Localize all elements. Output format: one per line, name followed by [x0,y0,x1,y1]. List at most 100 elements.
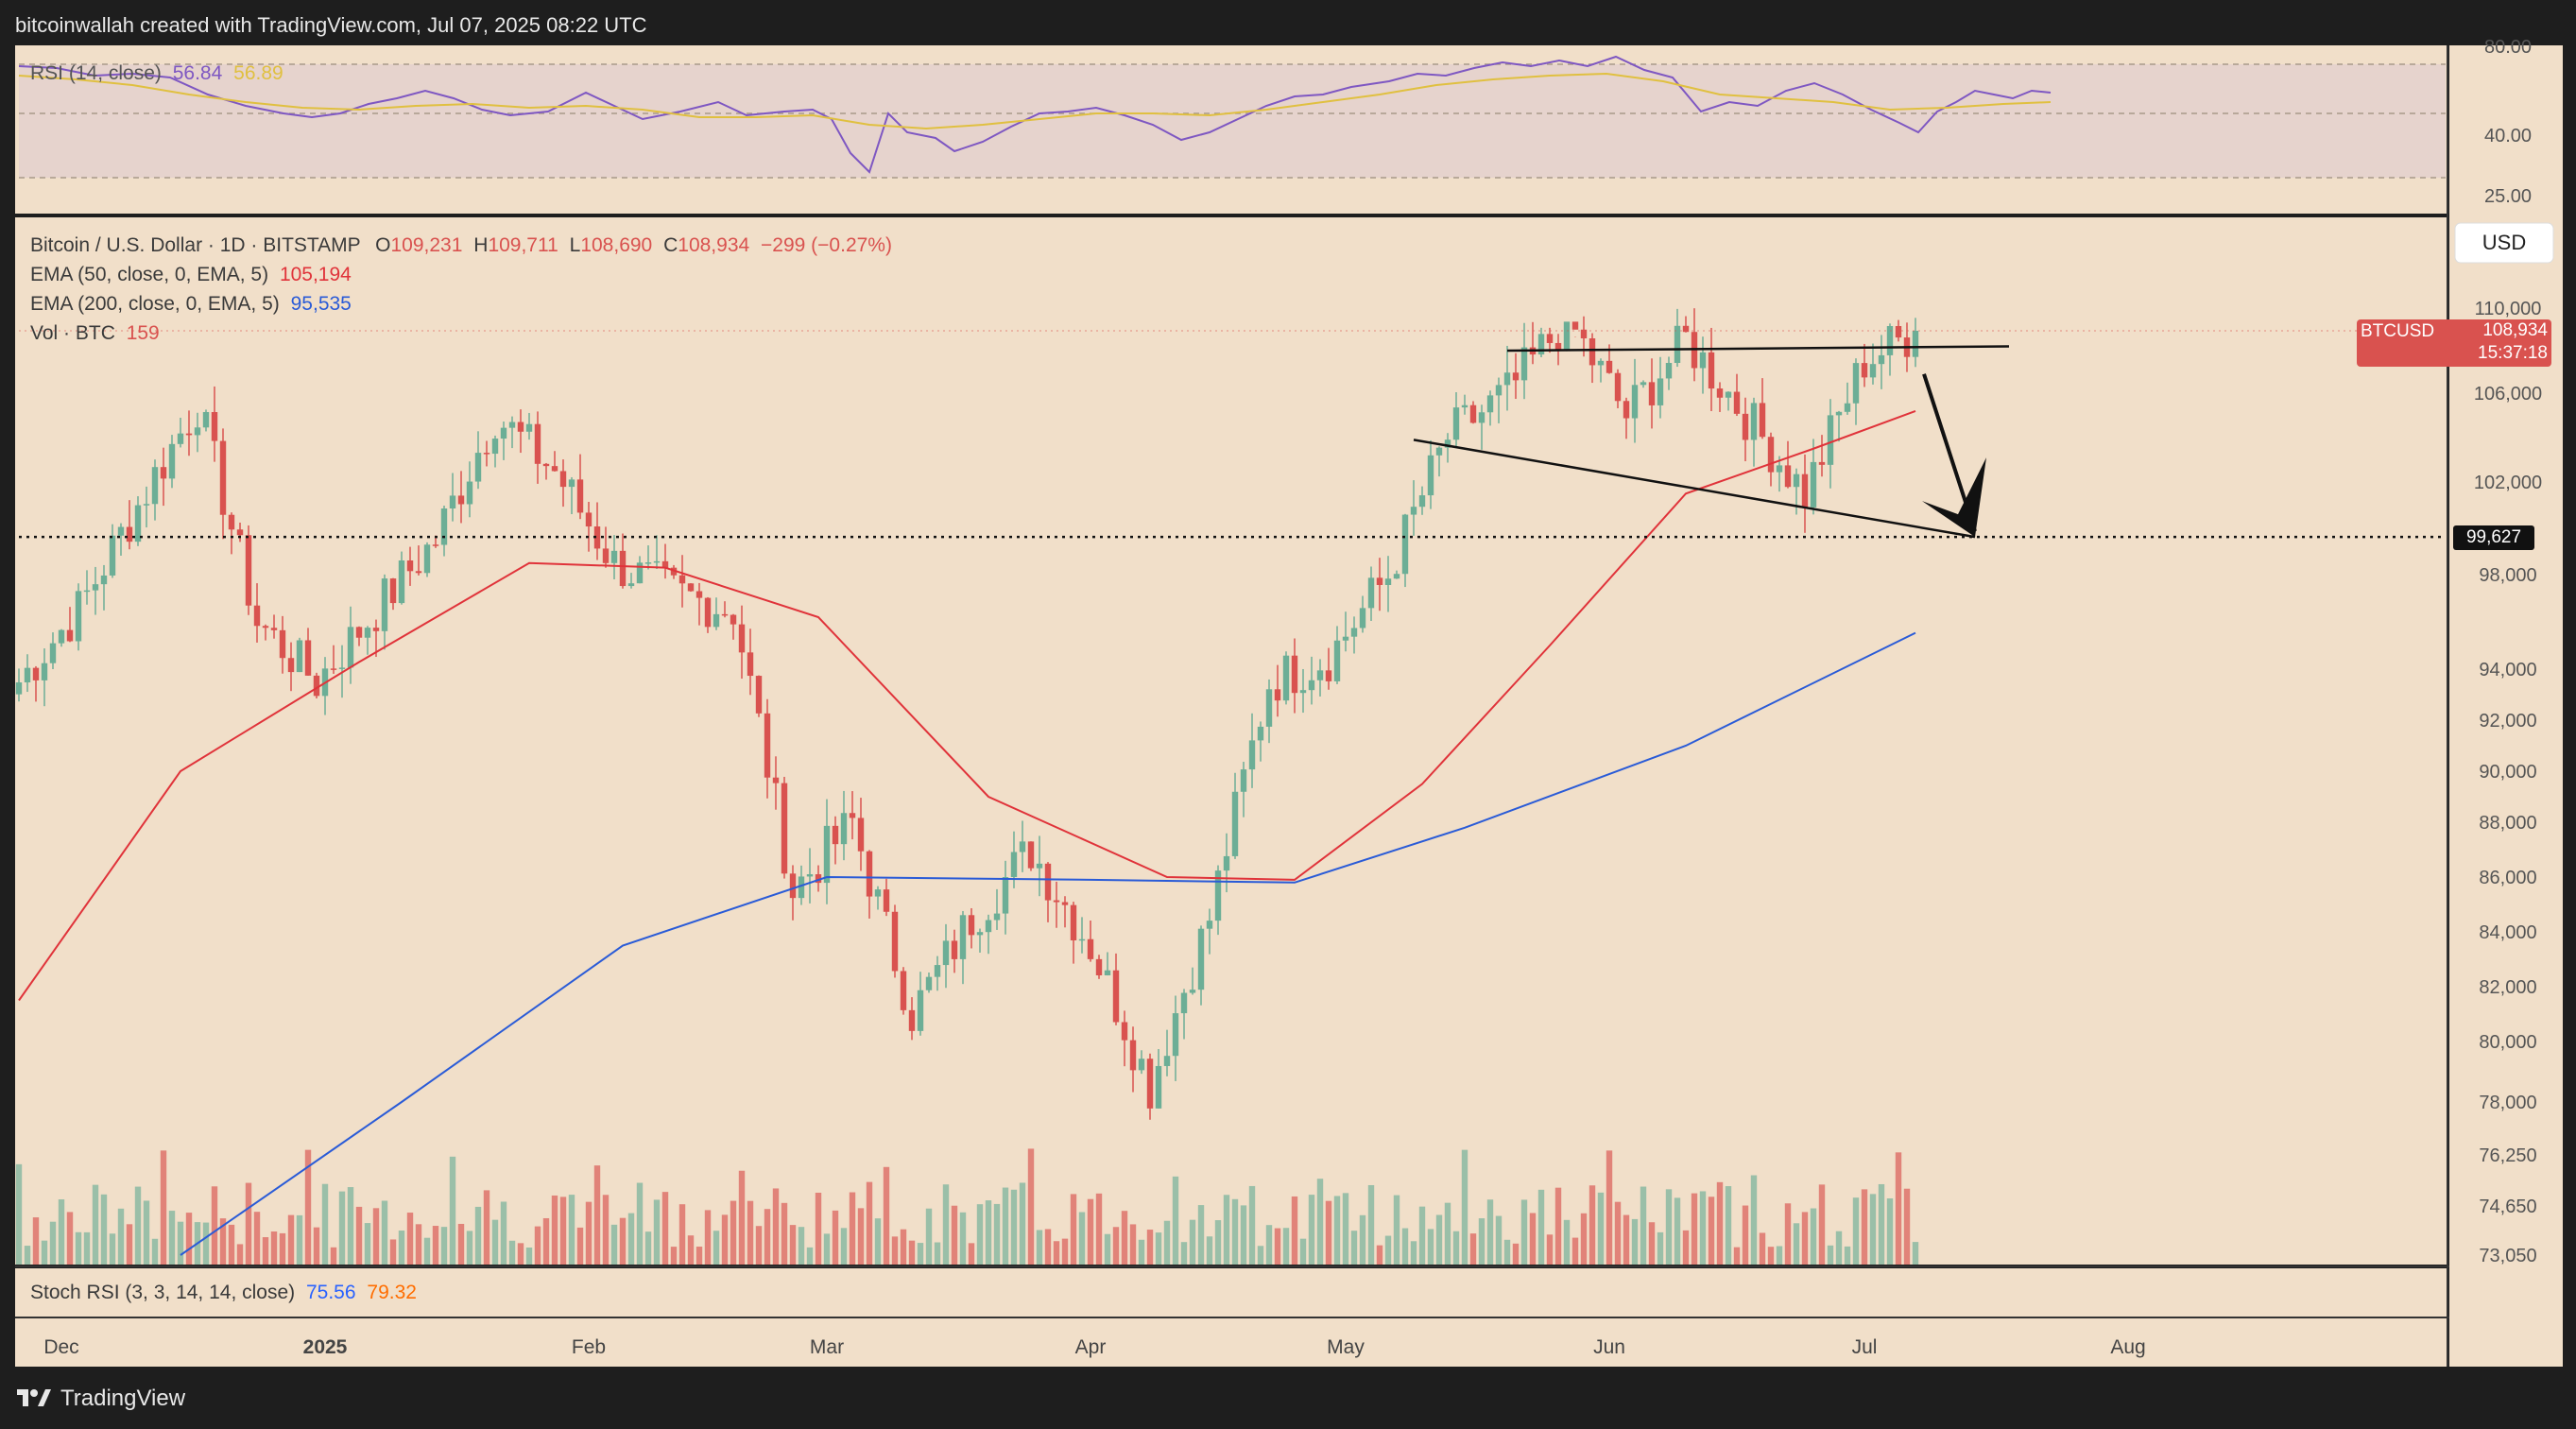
volume-bar [1886,1198,1894,1265]
tradingview-brand: TradingView [15,1386,185,1412]
candle-body [1435,447,1443,456]
volume-bar [168,1211,176,1265]
volume-bar [934,1242,941,1265]
candle-body [772,777,780,783]
candle-body [1350,628,1358,637]
candle-body [75,591,82,642]
rsi-label: RSI (14, close) [30,62,162,84]
volume-bar [287,1214,295,1265]
candle-body [1274,689,1281,701]
candle-body [713,613,720,628]
price-tick-label: 106,000 [2474,384,2542,405]
volume-bar [1316,1179,1324,1265]
volume-bar [500,1201,507,1265]
volume-bar [66,1212,74,1265]
time-axis-labels: Dec 2025 Feb Mar Apr May Jun Jul Aug [43,1336,2145,1358]
candle-body [160,467,167,479]
volume-bar [1776,1246,1783,1265]
candle-body [1827,415,1834,465]
volume-bar [185,1213,193,1265]
candle-body [279,629,286,659]
candle-body [270,628,278,630]
candle-body [1657,378,1664,405]
volume-bar [1087,1198,1094,1265]
volume-bar [585,1201,592,1265]
candle-body [908,1009,916,1031]
candle-body [1793,473,1800,488]
candle-body [1708,352,1715,389]
candle-body [534,423,541,464]
volume-bar [1486,1199,1494,1265]
volume-bar [1869,1194,1877,1265]
candle-body [211,411,218,441]
candle-body [1070,904,1077,941]
volume-bar [1571,1237,1579,1265]
chart-legend: Bitcoin / U.S. Dollar · 1D · BITSTAMP O1… [30,231,892,348]
currency-button[interactable] [2454,222,2554,264]
candle-body [1036,863,1043,869]
candle-body [1019,841,1026,852]
candle-body [1614,372,1622,402]
ema200-line [180,631,1916,1256]
volume-bar [1674,1197,1681,1265]
candle-body [389,578,397,604]
volume-bar [1503,1239,1511,1265]
candle-body [1512,372,1520,381]
volume-bar [1835,1231,1843,1265]
candle-body [866,851,873,897]
volume-bar [381,1200,388,1265]
candle-body [1189,990,1196,993]
volume-bar [696,1247,703,1265]
candle-body [185,433,193,436]
candle-body [49,643,57,663]
stoch-label: Stoch RSI (3, 3, 14, 14, close) [30,1282,296,1303]
volume-bar [644,1231,652,1265]
candle-body [151,467,159,505]
candles-layer [15,308,1919,1120]
legend-ema200-row: EMA (200, close, 0, EMA, 5) 95,535 [30,289,892,319]
volume-bar [1138,1239,1145,1265]
candle-body [976,932,984,936]
channel-upper-trendline [1506,345,2010,353]
volume-bar [1078,1212,1086,1265]
candle-body [1478,412,1485,423]
volume-bar [661,1192,669,1265]
volume-bar [364,1223,371,1265]
candle-body [1384,578,1392,585]
candle-body [1333,640,1341,681]
price-tick-label: 76,250 [2479,1145,2536,1166]
candle-body [755,676,763,714]
candle-body [1444,439,1451,448]
candle-body [1801,473,1809,508]
candle-body [109,535,116,576]
volume-bar [143,1200,150,1265]
volume-bar [636,1182,644,1265]
candle-body [415,571,422,574]
candle-body [1376,577,1383,585]
volume-bar [1036,1230,1043,1265]
volume-bar [925,1208,933,1265]
candle-body [1597,360,1605,366]
volume-bar [653,1199,661,1265]
volume-bar [75,1231,82,1265]
volume-bar [347,1187,354,1265]
price-tick-label: 92,000 [2479,711,2536,732]
candle-body [1886,326,1894,355]
volume-bar [1606,1150,1613,1265]
candle-body [406,560,414,572]
candle-body [1282,655,1290,701]
volume-bar [1155,1232,1162,1265]
candle-body [1563,321,1571,352]
candle-body [1359,608,1366,628]
candle-body [1452,407,1460,440]
candle-body [253,605,261,627]
candle-body [202,411,210,428]
candle-body [568,479,575,488]
legend-vol-row: Vol · BTC 159 [30,319,892,348]
volume-bar [942,1184,950,1265]
currency-button-label[interactable]: USD [2482,231,2527,254]
volume-bar [330,1247,337,1265]
volume-bar [1002,1187,1009,1265]
candle-body [1393,574,1400,579]
